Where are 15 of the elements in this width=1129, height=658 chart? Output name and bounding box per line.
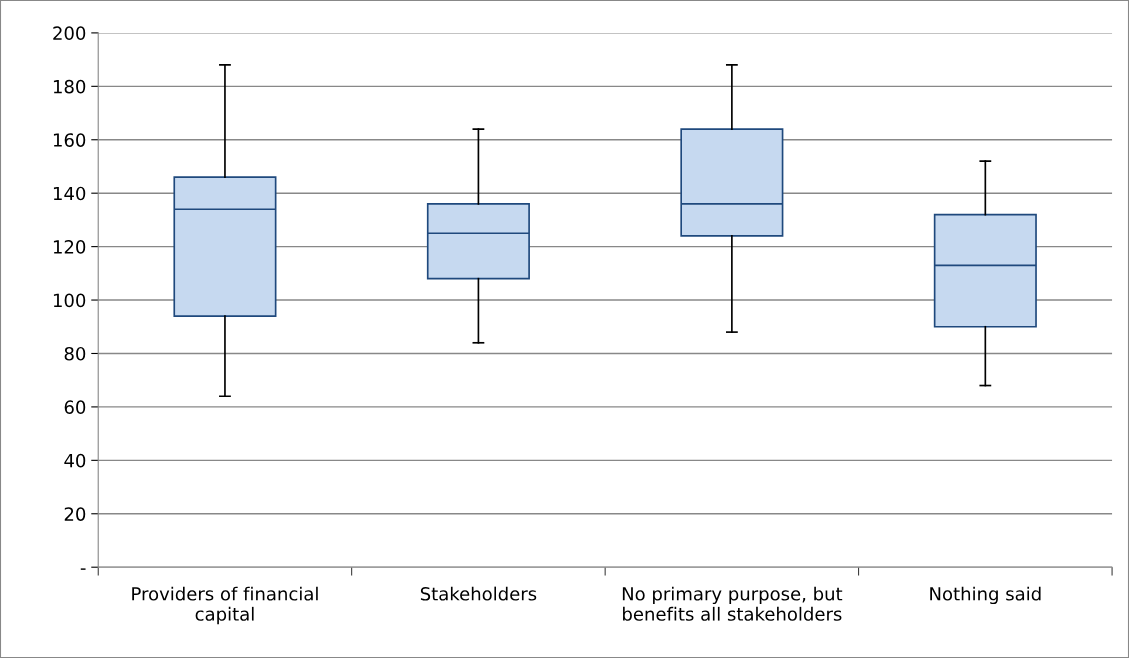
x-tick-label: No primary purpose, but benefits all stakeholders bbox=[622, 586, 843, 621]
y-tick-label: 40 bbox=[64, 453, 86, 468]
y-tick-label: 180 bbox=[53, 79, 86, 94]
y-tick-label: 200 bbox=[53, 26, 86, 41]
y-tick-label: 100 bbox=[53, 293, 86, 308]
y-tick-label: 120 bbox=[53, 240, 86, 254]
y-tick-label: 60 bbox=[64, 400, 86, 415]
y-tick-label: 20 bbox=[64, 507, 86, 521]
y-tick-label: 80 bbox=[64, 346, 86, 361]
x-tick-label: Providers of financial capital bbox=[132, 586, 318, 625]
y-tick-label: 140 bbox=[53, 186, 86, 201]
y-tick-label: - bbox=[80, 568, 86, 570]
y-tick-label: 160 bbox=[53, 133, 86, 147]
x-tick-label: Stakeholders bbox=[420, 586, 537, 601]
x-tick-label: Nothing said bbox=[930, 586, 1041, 605]
